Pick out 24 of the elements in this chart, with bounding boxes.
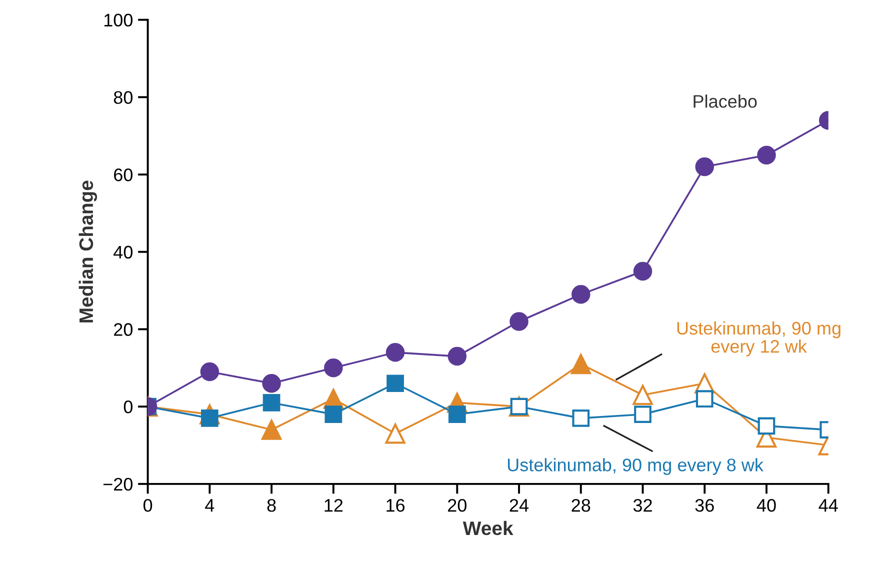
y-tick-label: 20 — [114, 323, 133, 336]
x-tick-label: 12 — [324, 498, 343, 512]
y-tick-label: 80 — [114, 91, 133, 104]
x-tick-label: 4 — [205, 499, 214, 512]
x-tick-label: 28 — [572, 498, 590, 512]
text: Placebo — [694, 94, 757, 108]
y-tick-label: 40 — [114, 246, 133, 259]
y-tick-label: −20 — [103, 478, 133, 491]
x-tick-label: 32 — [633, 498, 652, 512]
y-axis-title: Median Change — [78, 180, 98, 322]
y-tick-label: 60 — [114, 168, 133, 182]
series-label: Ustekinumab, 90 mg every 12 wk — [677, 321, 840, 356]
x-tick-label: 20 — [448, 498, 466, 512]
x-tick-label: 8 — [267, 498, 276, 512]
x-tick-label: 16 — [386, 498, 405, 512]
x-tick-label: 44 — [818, 499, 838, 512]
x-tick-label: 24 — [510, 498, 529, 512]
x-axis-title: Week — [462, 520, 514, 536]
x-tick-label: 0 — [143, 498, 152, 512]
y-tick-label: 100 — [104, 14, 133, 27]
y-tick-label: 0 — [124, 400, 133, 414]
x-tick-label: 36 — [695, 498, 714, 512]
series-label: Ustekinumab, 90 mg every 8 wk — [508, 458, 764, 475]
x-tick-label: 40 — [756, 498, 776, 512]
